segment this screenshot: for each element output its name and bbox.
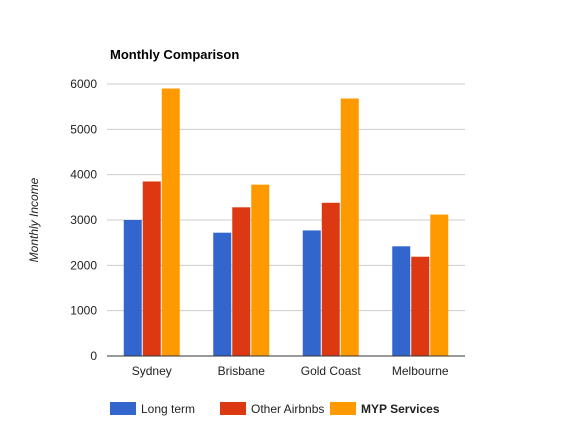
y-tick-label: 1000 — [70, 304, 97, 318]
y-tick-label: 2000 — [70, 258, 97, 272]
category-labels: Sydney Brisbane Gold Coast Melbourne — [132, 364, 449, 378]
legend-label[interactable]: Long term — [141, 402, 195, 416]
bar[interactable] — [232, 207, 251, 356]
y-tick-label: 5000 — [70, 122, 97, 136]
legend-label[interactable]: Other Airbnbs — [251, 402, 324, 416]
y-tick-label: 4000 — [70, 168, 97, 182]
bar[interactable] — [161, 88, 180, 357]
bar[interactable] — [392, 246, 411, 356]
legend[interactable]: Long term Other Airbnbs MYP Services — [110, 402, 440, 416]
bar[interactable] — [430, 214, 449, 356]
chart-title: Monthly Comparison — [110, 47, 239, 62]
bar[interactable] — [213, 232, 232, 356]
x-tick-label: Brisbane — [218, 364, 266, 378]
y-axis-label: Monthly Income — [27, 177, 41, 262]
bars — [123, 88, 449, 357]
y-tick-label: 3000 — [70, 213, 97, 227]
bar[interactable] — [411, 256, 430, 356]
x-tick-label: Sydney — [132, 364, 172, 378]
bar[interactable] — [251, 184, 270, 356]
x-tick-label: Gold Coast — [301, 364, 362, 378]
bar[interactable] — [142, 181, 161, 356]
y-tick-labels: 0 1000 2000 3000 4000 5000 6000 — [70, 77, 97, 363]
bar[interactable] — [321, 202, 340, 356]
bar[interactable] — [340, 98, 359, 357]
legend-swatch — [330, 402, 356, 415]
bar[interactable] — [123, 220, 142, 356]
legend-swatch — [220, 402, 246, 415]
legend-swatch — [110, 402, 136, 415]
bar[interactable] — [302, 230, 321, 356]
legend-label[interactable]: MYP Services — [361, 402, 440, 416]
x-tick-label: Melbourne — [392, 364, 449, 378]
y-tick-label: 0 — [90, 349, 97, 363]
y-tick-label: 6000 — [70, 77, 97, 91]
